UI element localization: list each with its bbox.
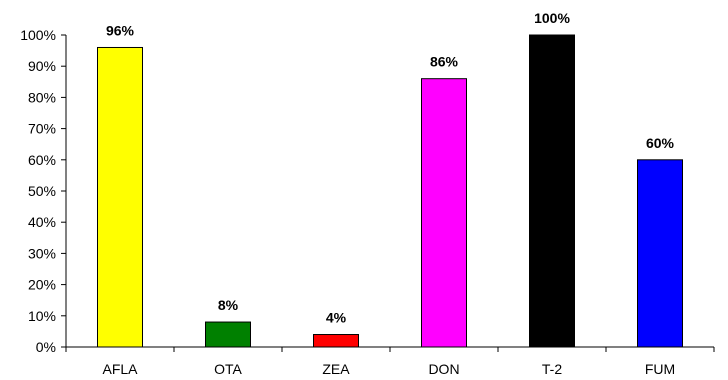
y-tick-label: 100% bbox=[20, 27, 56, 43]
data-label: 60% bbox=[646, 135, 675, 151]
y-axis: 0% 10% 20% 30% 40% 50% 60% 70% 80% 90% 100% bbox=[20, 27, 67, 355]
y-tick-label: 50% bbox=[28, 183, 56, 199]
data-labels: 96% 8% 4% 86% 100% 60% bbox=[106, 10, 675, 326]
x-tick-label: AFLA bbox=[102, 361, 138, 377]
y-tick-label: 0% bbox=[36, 339, 56, 355]
x-axis: AFLA OTA ZEA DON T-2 FUM bbox=[65, 346, 715, 377]
bar-fum bbox=[637, 159, 683, 348]
x-tick-label: T-2 bbox=[542, 361, 562, 377]
bars bbox=[97, 34, 683, 348]
bar-t-2 bbox=[529, 34, 575, 348]
data-label: 100% bbox=[534, 10, 570, 26]
x-tick-label: ZEA bbox=[322, 361, 350, 377]
bar-ota bbox=[205, 321, 251, 348]
y-tick-label: 10% bbox=[28, 308, 56, 324]
y-tick-label: 20% bbox=[28, 277, 56, 293]
data-label: 96% bbox=[106, 22, 135, 38]
data-label: 86% bbox=[430, 54, 459, 70]
y-tick-label: 30% bbox=[28, 245, 56, 261]
y-tick-label: 70% bbox=[28, 121, 56, 137]
bar-don bbox=[421, 78, 467, 348]
y-tick-label: 80% bbox=[28, 89, 56, 105]
y-tick-label: 40% bbox=[28, 214, 56, 230]
data-label: 8% bbox=[218, 297, 239, 313]
bar-zea bbox=[313, 334, 359, 348]
y-tick-label: 60% bbox=[28, 152, 56, 168]
data-label: 4% bbox=[326, 310, 347, 326]
y-tick-label: 90% bbox=[28, 58, 56, 74]
x-tick-label: FUM bbox=[645, 361, 675, 377]
x-tick-label: OTA bbox=[214, 361, 242, 377]
x-tick-label: DON bbox=[428, 361, 459, 377]
bar-afla bbox=[97, 46, 143, 348]
